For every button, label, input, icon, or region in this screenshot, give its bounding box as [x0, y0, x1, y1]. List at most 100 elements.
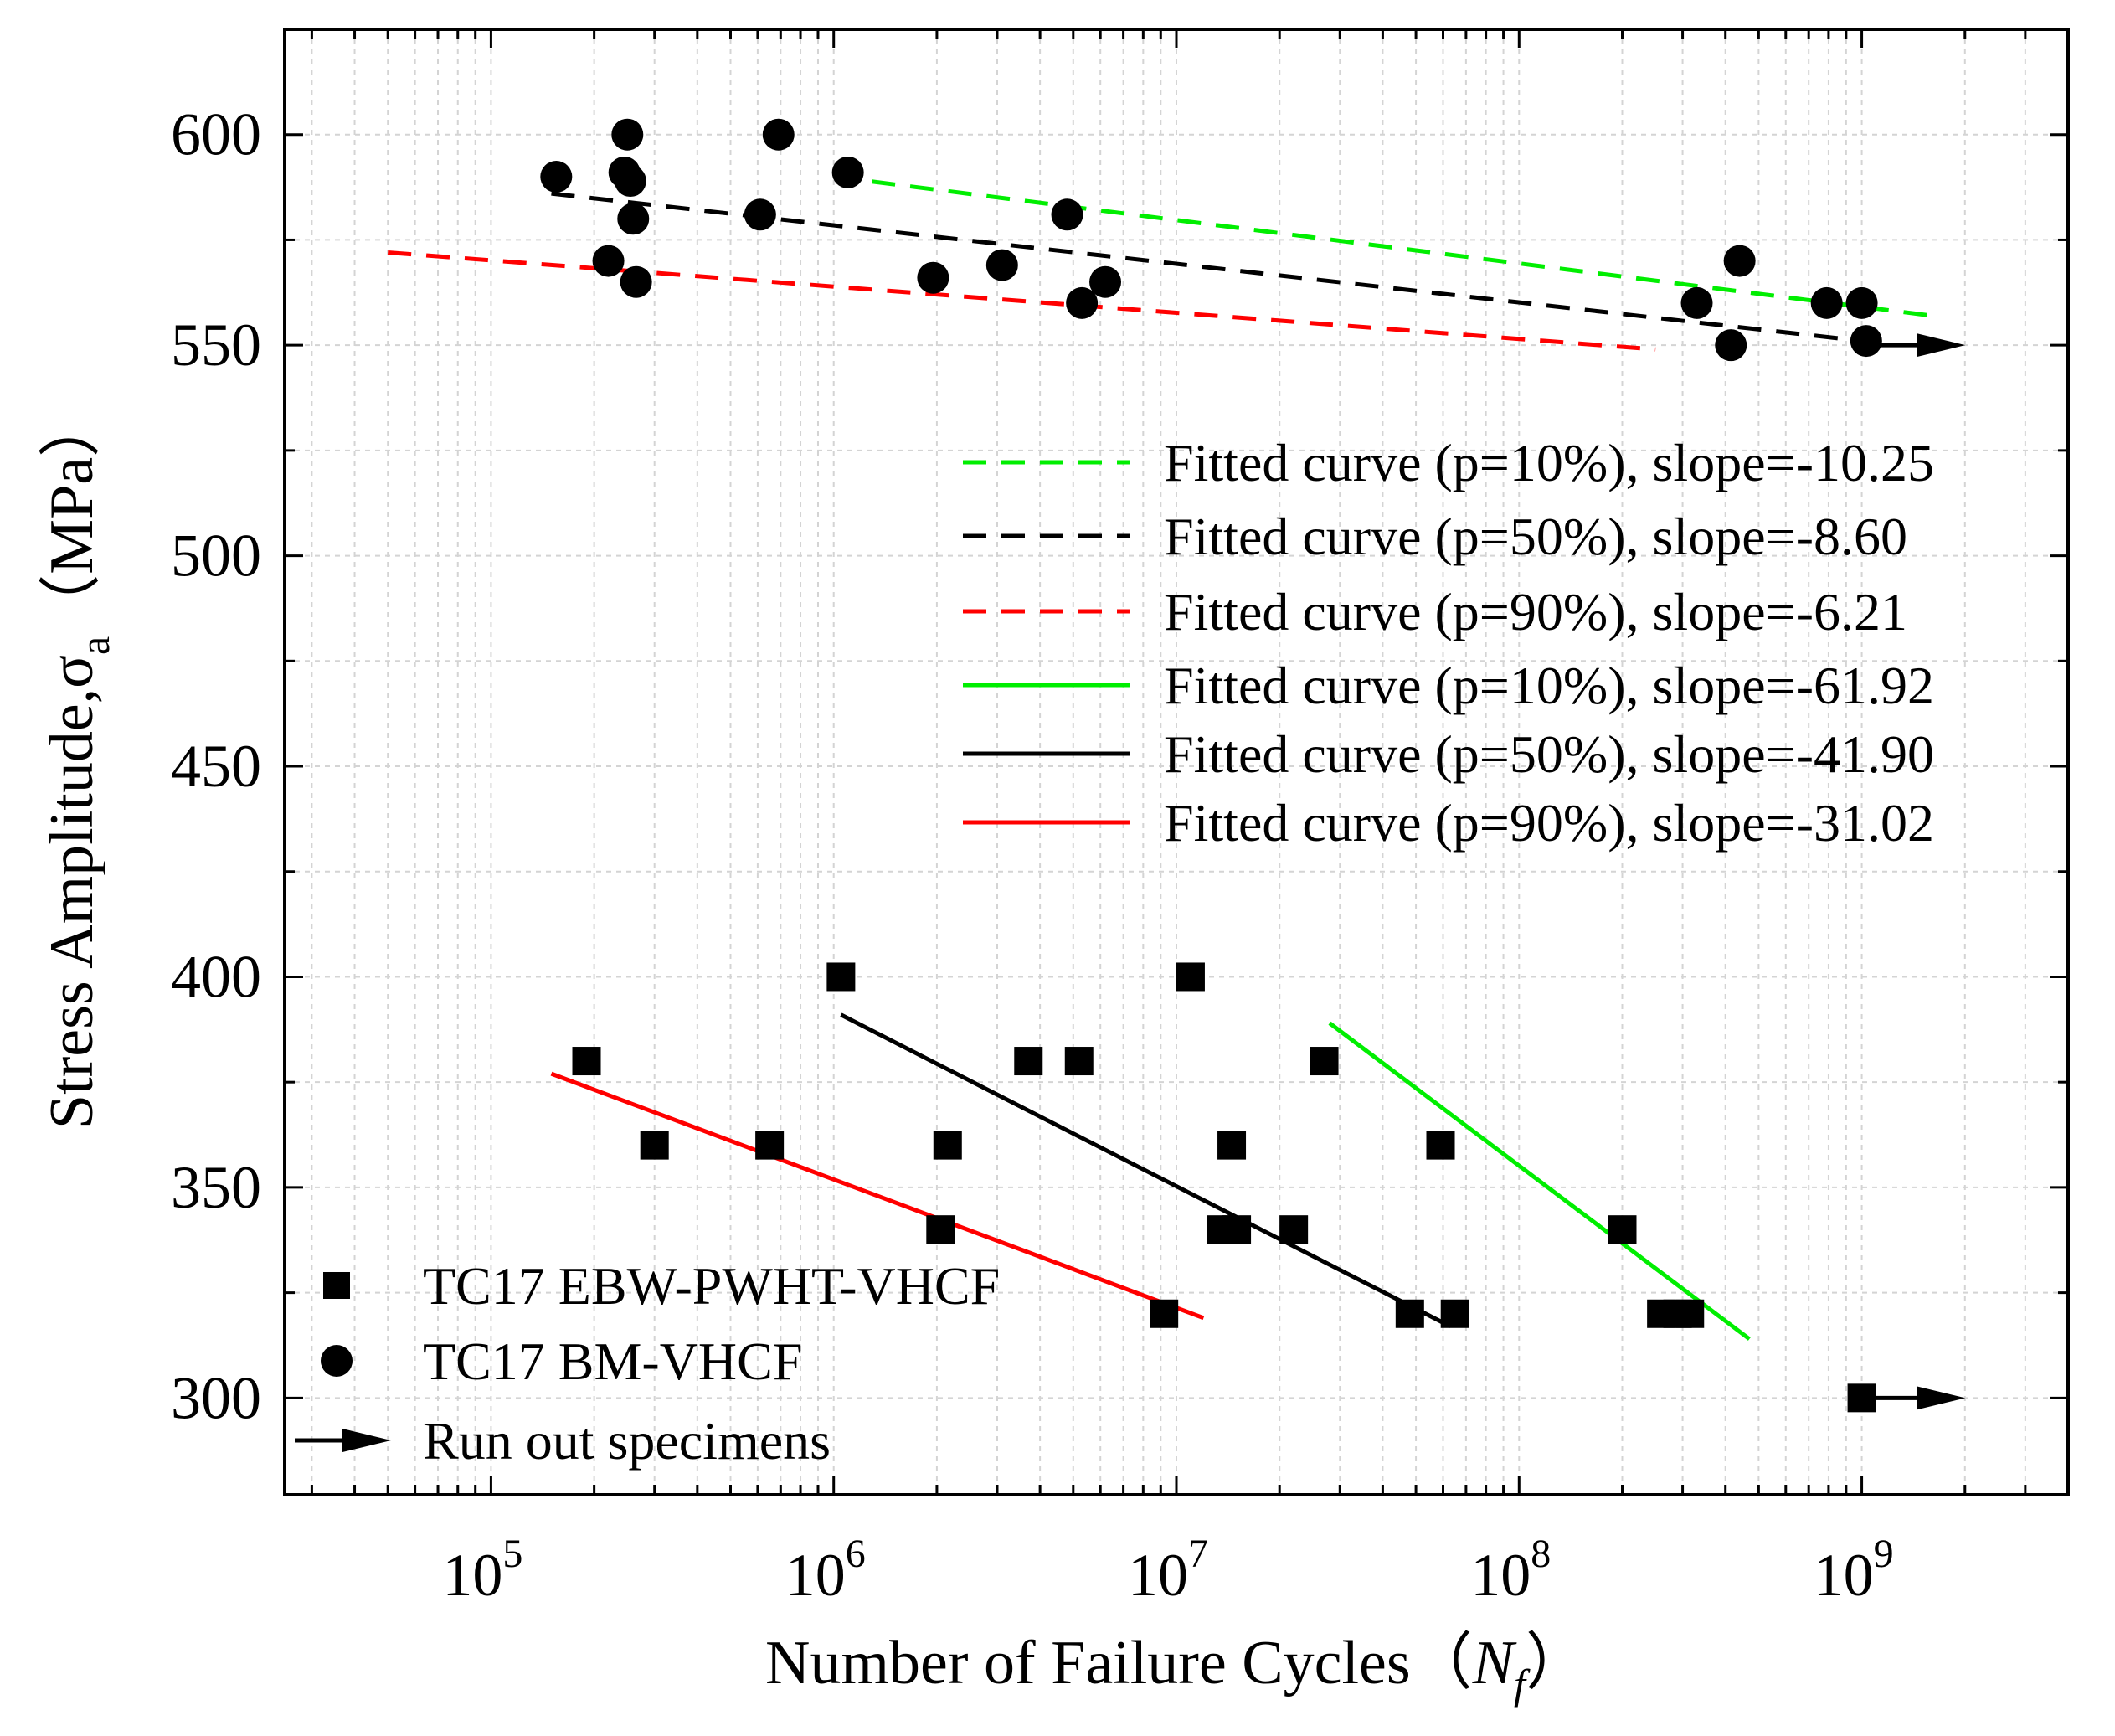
data-point-circle [985, 249, 1018, 281]
data-point-circle [1089, 265, 1122, 298]
fitted-curve-line-1 [833, 174, 1932, 318]
y-axis-title-main: Stress Amplitude, [38, 688, 106, 1129]
legend-label-marker-3: Run out specimens [423, 1411, 831, 1471]
x-tick-label-exponent: 6 [846, 1532, 866, 1576]
data-point-square [1675, 1299, 1705, 1328]
x-tick-label-base: 10 [785, 1542, 846, 1609]
x-axis-title-open: （ [1411, 1629, 1473, 1697]
y-tick-label: 400 [171, 943, 261, 1010]
x-tick-label: 106 [785, 1532, 866, 1609]
data-point-square [1014, 1047, 1043, 1076]
data-point-circle [1723, 245, 1756, 277]
x-tick-label-exponent: 9 [1874, 1532, 1894, 1576]
y-tick-label: 550 [171, 312, 261, 379]
legend-label-fitted-4: Fitted curve (p=10%), slope=-61.92 [1164, 656, 1934, 715]
legend-label-fitted-3: Fitted curve (p=90%), slope=-6.21 [1164, 582, 1907, 641]
y-axis-title: Stress Amplitude,σa（MPa） [38, 395, 118, 1129]
data-point-circle [1810, 286, 1843, 319]
y-tick-label: 500 [171, 523, 261, 590]
fitted-curve-line-4 [1328, 1021, 1751, 1341]
x-axis-title-main: Number of Failure Cycles [765, 1629, 1411, 1697]
data-point-circle [1680, 286, 1713, 319]
legend-label-fitted-5: Fitted curve (p=50%), slope=-41.90 [1164, 724, 1934, 784]
data-point-square [1176, 962, 1205, 992]
y-axis-title-subscript: a [71, 636, 118, 655]
y-tick-label: 300 [171, 1364, 261, 1431]
x-tick-label: 107 [1128, 1532, 1208, 1609]
data-point-square [755, 1131, 785, 1160]
data-point-square [1440, 1299, 1469, 1328]
y-axis-title-unit: （MPa） [38, 395, 106, 636]
legend-marker-circle [321, 1345, 352, 1377]
y-axis-title-symbol: σ [38, 655, 106, 688]
data-point-circle [831, 156, 864, 188]
data-point-circle [1715, 329, 1747, 362]
data-point-circle [1845, 286, 1878, 319]
x-tick-label-exponent: 5 [502, 1532, 522, 1576]
y-tick-label: 600 [171, 101, 261, 168]
data-point-circle [611, 118, 644, 151]
data-point-square [1426, 1131, 1455, 1160]
data-point-circle [762, 118, 795, 151]
x-tick-label: 108 [1470, 1532, 1551, 1609]
data-point-circle [614, 165, 646, 198]
runout-arrow-head [1917, 333, 1966, 358]
data-point-circle [1850, 325, 1882, 358]
plot-frame [283, 28, 2070, 1496]
legend-label-fitted-6: Fitted curve (p=90%), slope=-31.02 [1164, 793, 1934, 853]
x-tick-label: 109 [1814, 1532, 1894, 1609]
data-point-square [1279, 1215, 1309, 1244]
data-point-square [1064, 1047, 1094, 1076]
x-tick-label-base: 10 [1470, 1542, 1531, 1609]
fitted-curve-line-2 [551, 191, 1862, 343]
x-axis-title: Number of Failure Cycles（Nf） [765, 1629, 1588, 1708]
legend-label-fitted-2: Fitted curve (p=50%), slope=-8.60 [1164, 507, 1907, 566]
data-point-square [926, 1215, 955, 1244]
data-point-square [1217, 1131, 1247, 1160]
x-tick-label-exponent: 8 [1531, 1532, 1551, 1576]
runout-arrow [1869, 1386, 1966, 1410]
data-point-circle [744, 198, 776, 231]
y-tick-label: 450 [171, 733, 261, 800]
x-axis-title-variable: N [1472, 1629, 1517, 1697]
fitted-curve-line-5 [840, 1012, 1452, 1329]
legend-marker-square [323, 1272, 350, 1299]
data-point-circle [917, 261, 949, 294]
data-point-circle [592, 245, 625, 277]
fitted-curve-line-6 [550, 1071, 1205, 1321]
x-tick-label-base: 10 [1128, 1542, 1188, 1609]
data-points [540, 118, 1966, 1413]
data-point-circle [1051, 198, 1083, 231]
legend-label-marker-2: TC17 BM-VHCF [423, 1332, 802, 1391]
data-point-square [1608, 1215, 1637, 1244]
x-tick-label-exponent: 7 [1188, 1532, 1208, 1576]
legend: Fitted curve (p=10%), slope=-10.25 Fitted… [295, 433, 1934, 1471]
data-point-square [1395, 1299, 1424, 1328]
data-point-square [933, 1131, 962, 1160]
x-tick-label: 105 [442, 1532, 522, 1609]
data-point-square [1310, 1047, 1339, 1076]
legend-label-fitted-1: Fitted curve (p=10%), slope=-10.25 [1164, 433, 1934, 492]
data-point-square [1847, 1383, 1876, 1413]
data-point-circle [1066, 286, 1099, 319]
legend-label-marker-1: TC17 EBW-PWHT-VHCF [423, 1256, 1000, 1316]
data-point-square [1222, 1215, 1252, 1244]
fitted-curves [388, 174, 1932, 1341]
data-point-square [640, 1131, 669, 1160]
legend-marker-arrow [295, 1429, 391, 1452]
legend-marker-arrow-head [342, 1429, 391, 1452]
y-tick-label: 350 [171, 1154, 261, 1221]
data-point-circle [617, 203, 650, 235]
x-tick-label-base: 10 [442, 1542, 502, 1609]
data-point-square [826, 962, 856, 992]
data-point-square [1150, 1299, 1179, 1328]
data-point-circle [620, 265, 652, 298]
runout-arrow-head [1917, 1386, 1966, 1410]
data-point-circle [540, 161, 573, 193]
data-point-square [572, 1047, 601, 1076]
x-tick-label-base: 10 [1814, 1542, 1874, 1609]
x-axis-title-close: ） [1526, 1629, 1588, 1697]
